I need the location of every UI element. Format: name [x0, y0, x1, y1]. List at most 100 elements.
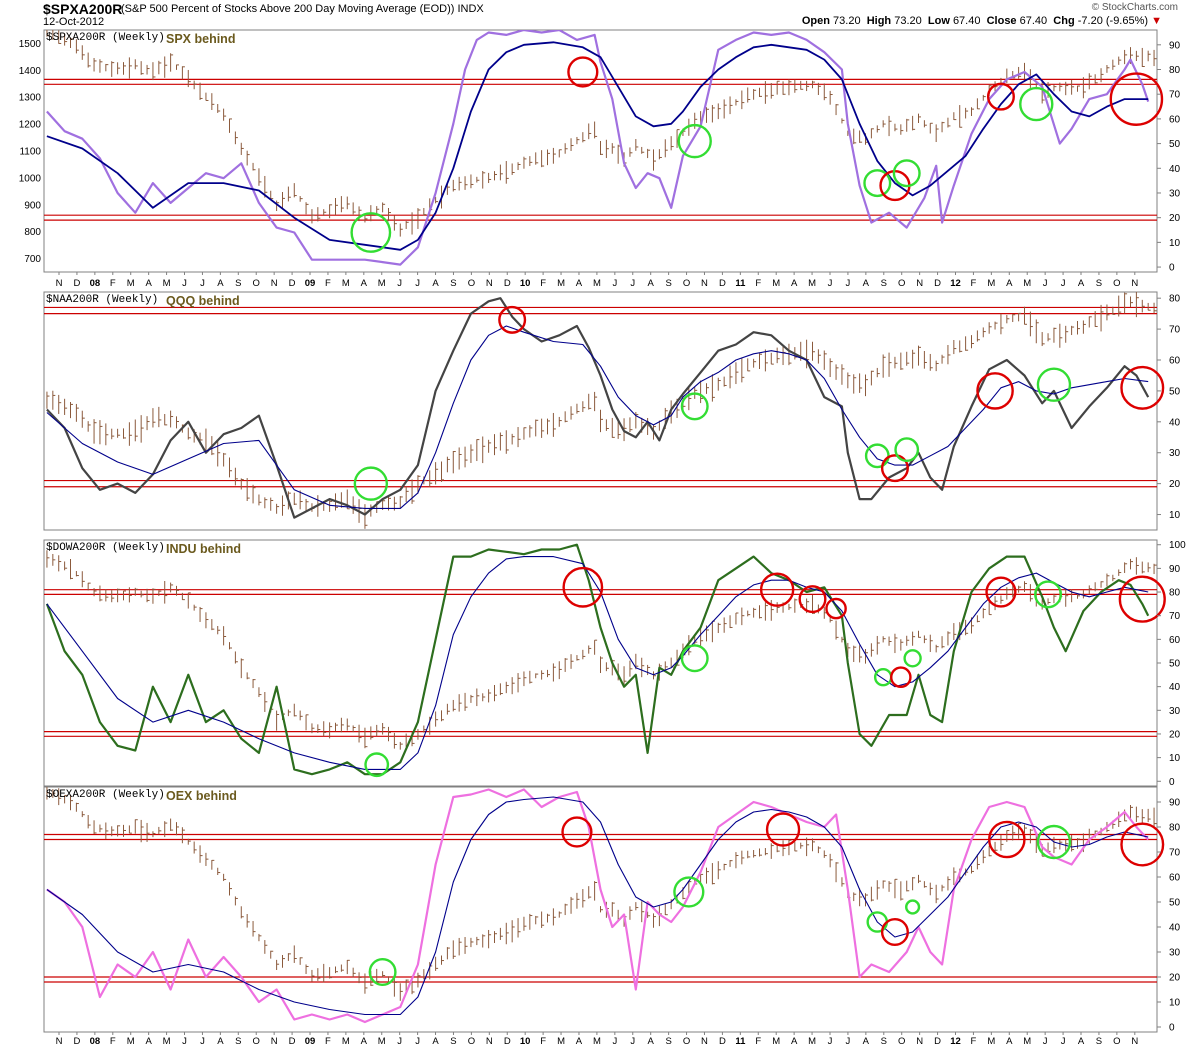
month-label: D — [719, 1036, 726, 1047]
right-axis-tick: 20 — [1169, 479, 1181, 490]
month-label: M — [557, 1036, 565, 1047]
annotation-circle-green — [364, 752, 390, 778]
month-label: M — [127, 1036, 135, 1047]
month-label: A — [1078, 1036, 1085, 1047]
month-label: S — [881, 278, 887, 289]
month-label: F — [110, 278, 116, 289]
month-label: D — [504, 278, 511, 289]
month-label: J — [630, 1036, 635, 1047]
month-label: S — [1096, 278, 1102, 289]
right-axis-tick: 70 — [1169, 90, 1181, 101]
chart-panel-3: 0 10 20 30 40 50 60 70 80 90 100 $DOWA200R (Weekly)… — [43, 539, 1186, 788]
chart-panel-1: 0 10 20 30 40 50 60 70 80 90 700 800 900 1000 1100 1200… — [19, 29, 1181, 289]
month-label: M — [1023, 1036, 1031, 1047]
price-bars — [46, 30, 1157, 237]
panel-note: INDU behind — [166, 542, 241, 556]
annotation-circle-red — [759, 572, 795, 607]
quote-summary: Open 73.20 High 73.20 Low 67.40 Close 67… — [802, 15, 1162, 27]
right-axis-tick: 30 — [1169, 948, 1181, 959]
month-label: O — [898, 1036, 905, 1047]
right-axis-tick: 20 — [1169, 973, 1181, 984]
annotation-circle-red — [1120, 822, 1165, 867]
right-axis-tick: 10 — [1169, 238, 1181, 249]
annotation-circle-red — [825, 597, 847, 620]
month-label: 11 — [735, 1036, 746, 1047]
low-value: 67.40 — [952, 15, 981, 27]
right-axis-tick: 30 — [1169, 706, 1181, 717]
month-label: N — [701, 1036, 708, 1047]
month-label: F — [755, 278, 761, 289]
left-axis-tick: 1200 — [19, 120, 42, 131]
chg-label: Chg — [1053, 15, 1075, 27]
month-label: J — [1061, 1036, 1066, 1047]
month-label: J — [846, 1036, 851, 1047]
annotation-circle-green — [1036, 367, 1072, 402]
month-label: F — [325, 278, 331, 289]
month-label: 10 — [520, 278, 531, 289]
moving-average-line — [46, 41, 1149, 251]
month-label: J — [630, 278, 635, 289]
month-label: N — [916, 1036, 923, 1047]
high-label: High — [866, 15, 892, 27]
month-label: M — [557, 278, 565, 289]
month-label: A — [1078, 278, 1085, 289]
month-label: A — [145, 1036, 152, 1047]
close-label: Close — [986, 15, 1017, 27]
breadth-line — [46, 788, 1149, 1024]
month-label: A — [648, 1036, 655, 1047]
annotation-circle-green — [368, 958, 397, 987]
symbol-description: (S&P 500 Percent of Stocks Above 200 Day… — [121, 3, 484, 15]
month-label: A — [576, 1036, 583, 1047]
annotation-circle-red — [798, 585, 827, 614]
annotation-circle-green — [673, 876, 705, 908]
annotation-circle-green — [1036, 824, 1072, 860]
annotation-circle-red — [988, 820, 1026, 859]
month-label: D — [73, 278, 80, 289]
open-label: Open — [801, 15, 830, 27]
month-label: A — [361, 1036, 368, 1047]
close-value: 67.40 — [1019, 15, 1048, 27]
month-label: M — [378, 278, 386, 289]
month-label: M — [593, 278, 601, 289]
panel-plot-area — [45, 543, 1157, 776]
month-label: M — [808, 1036, 816, 1047]
right-axis-tick: 100 — [1169, 540, 1186, 551]
month-label: D — [73, 1036, 80, 1047]
month-label: O — [898, 278, 905, 289]
month-label: D — [289, 1036, 296, 1047]
right-axis-tick: 60 — [1169, 356, 1181, 367]
annotation-circle-green — [350, 212, 392, 253]
month-label: M — [163, 278, 171, 289]
month-axis: N D 08 F M A M J J A S O N D 09 F M A M J J A S O N D 10 F M A M J J A S O N… — [56, 1032, 1138, 1047]
month-label: A — [1006, 1036, 1013, 1047]
month-label: O — [253, 1036, 260, 1047]
month-label: S — [665, 278, 671, 289]
month-label: J — [1043, 278, 1048, 289]
left-axis-tick: 1100 — [19, 147, 41, 158]
month-label: M — [1023, 278, 1031, 289]
right-axis-tick: 10 — [1169, 510, 1181, 521]
right-axis-tick: 0 — [1169, 1023, 1175, 1034]
symbol-title: $SPXA200R — [43, 1, 123, 17]
month-label: N — [56, 278, 63, 289]
chart-panel-4: 0 10 20 30 40 50 60 70 80 90 $OEXA200R (Weekly) OEX… — [43, 786, 1181, 1047]
month-label: M — [772, 278, 780, 289]
annotation-circle-red — [498, 305, 527, 334]
right-axis-tick: 60 — [1169, 873, 1181, 884]
month-label: O — [1113, 278, 1120, 289]
month-label: M — [127, 278, 135, 289]
right-axis-tick: 90 — [1169, 564, 1181, 575]
price-bars — [46, 550, 1157, 750]
month-label: J — [1061, 278, 1066, 289]
month-label: A — [791, 1036, 798, 1047]
month-label: M — [987, 1036, 995, 1047]
month-label: M — [163, 1036, 171, 1047]
annotation-circle-green — [903, 649, 922, 668]
left-axis-tick: 1500 — [19, 39, 42, 50]
annotation-circle-green — [1019, 86, 1054, 122]
breadth-line — [45, 543, 1150, 776]
right-axis-tick: 80 — [1169, 588, 1181, 599]
month-label: A — [648, 278, 655, 289]
annotation-circle-red — [1120, 365, 1165, 410]
low-label: Low — [927, 15, 950, 27]
